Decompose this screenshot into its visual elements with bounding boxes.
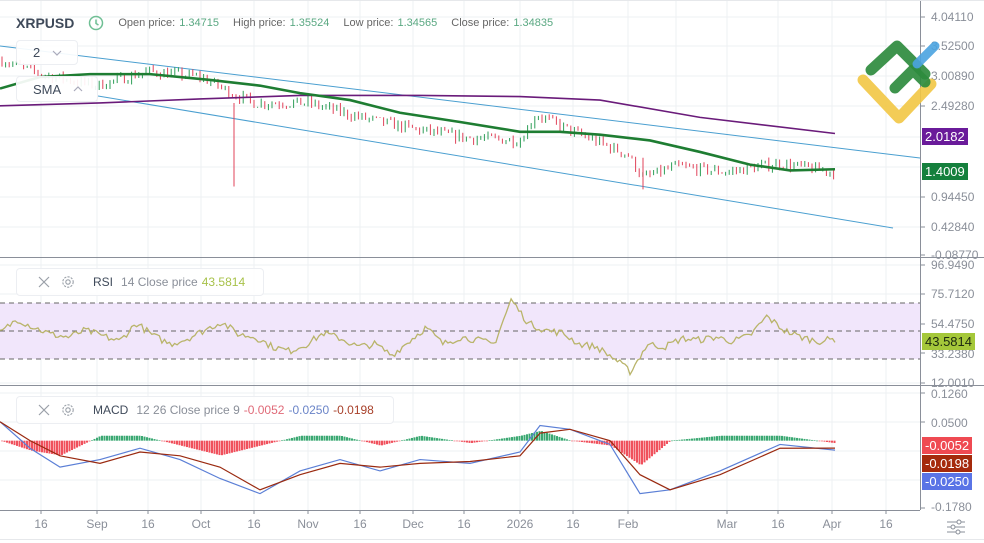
- macd-signal-value: -0.0198: [333, 403, 374, 417]
- rsi-tick: 96.9490: [931, 258, 975, 272]
- close-value: 1.34835: [513, 17, 554, 29]
- price-tick: 0.94450: [931, 190, 975, 204]
- rsi-value-tag: 43.5814: [922, 333, 975, 350]
- time-label: Nov: [297, 517, 319, 531]
- low-value: 1.34565: [397, 17, 438, 29]
- rsi-tick: 75.7120: [931, 287, 975, 301]
- open-label: Open price:: [118, 17, 176, 29]
- rsi-value: 43.5814: [201, 275, 246, 289]
- close-label: Close price:: [451, 17, 510, 29]
- timeframe-dropdown[interactable]: 2: [16, 40, 78, 65]
- time-label: 16: [141, 517, 155, 531]
- chart-header: XRPUSD Open price: 1.34715 High price: 1…: [16, 11, 567, 35]
- macd-histogram-value: -0.0052: [243, 403, 285, 417]
- time-label: Feb: [617, 517, 639, 531]
- low-label: Low price:: [343, 17, 394, 29]
- macd-tick: 0.1260: [931, 387, 968, 401]
- time-label: Sep: [86, 517, 108, 531]
- macd-name: MACD: [93, 403, 129, 417]
- rsi-legend: RSI 14 Close price 43.5814: [16, 268, 264, 296]
- macd-params: 12 26 Close price 9: [136, 403, 240, 417]
- time-label: 16: [353, 517, 367, 531]
- price-tick: 3.00890: [931, 69, 975, 83]
- rsi-tick: 12.0010: [931, 376, 975, 390]
- close-icon[interactable]: [37, 275, 51, 289]
- price-tick: 4.04110: [931, 10, 974, 24]
- time-label: 16: [247, 517, 261, 531]
- time-label: Dec: [402, 517, 424, 531]
- symbol-title: XRPUSD: [16, 15, 75, 31]
- open-value: 1.34715: [179, 17, 219, 29]
- indicator-value: SMA: [33, 81, 62, 97]
- chevron-down-icon: [52, 50, 62, 56]
- macd-line-value: -0.0250: [288, 403, 330, 417]
- time-label: 2026: [506, 517, 534, 531]
- high-label: High price:: [233, 17, 286, 29]
- high-value: 1.35524: [289, 17, 330, 29]
- chevron-up-icon: [73, 86, 83, 92]
- price-tick: 0.42840: [931, 220, 975, 234]
- time-label: 16: [771, 517, 785, 531]
- indicator-dropdown[interactable]: SMA: [16, 76, 98, 102]
- macd-tick: -0.1780: [931, 500, 972, 514]
- rsi-tick: 54.4750: [931, 317, 975, 331]
- time-label: 16: [457, 517, 471, 531]
- sma-slow-price-tag: 2.0182: [922, 128, 968, 145]
- gear-icon[interactable]: [61, 275, 75, 289]
- macd-histogram-tag: -0.0052: [922, 437, 973, 454]
- rsi-tick: 33.2380: [931, 347, 975, 361]
- time-label: Oct: [191, 517, 211, 531]
- macd-legend: MACD 12 26 Close price 9 -0.0052 -0.0250…: [16, 396, 394, 424]
- time-label: 16: [566, 517, 580, 531]
- sma-fast-price-tag: 1.4009: [922, 163, 968, 180]
- macd-tick: 0.0500: [931, 416, 968, 430]
- broker-logo-watermark: [857, 40, 940, 124]
- chart-settings-sliders-icon[interactable]: [945, 518, 967, 536]
- time-label: 16: [34, 517, 48, 531]
- time-label: Mar: [716, 517, 738, 531]
- time-label: 16: [879, 517, 893, 531]
- rsi-name: RSI: [93, 275, 114, 289]
- price-tick: -0.08770: [931, 248, 979, 262]
- clock-icon[interactable]: [88, 15, 104, 31]
- gear-icon[interactable]: [61, 403, 75, 417]
- close-icon[interactable]: [37, 403, 51, 417]
- macd-line-tag: -0.0250: [922, 473, 973, 490]
- rsi-params: 14 Close price: [121, 275, 198, 289]
- macd-signal-tag: -0.0198: [922, 455, 973, 472]
- timeframe-value: 2: [33, 45, 41, 60]
- price-tick: 3.52500: [931, 39, 975, 53]
- time-label: Apr: [822, 517, 842, 531]
- price-tick: 2.49280: [931, 99, 975, 113]
